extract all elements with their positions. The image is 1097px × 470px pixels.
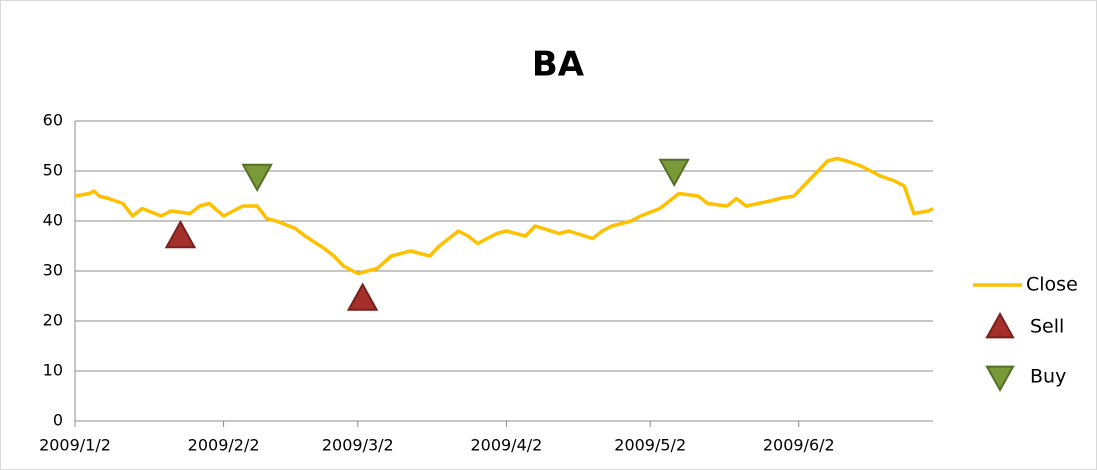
marker [164,219,197,249]
x-tick-label: 2009/2/2 [188,436,260,455]
y-tick-label: 30 [43,261,63,280]
x-tick-label: 2009/6/2 [763,436,835,455]
legend-swatch [985,365,1015,393]
marker [346,282,379,311]
marker [241,163,273,193]
marker [658,158,690,188]
legend-label: Sell [1030,316,1064,338]
x-tick-label: 2009/1/2 [39,436,111,455]
legend-label: Buy [1030,366,1066,388]
y-tick-label: 60 [43,111,63,130]
y-tick-label: 40 [43,211,63,230]
y-tick-label: 0 [53,411,63,430]
y-tick-label: 50 [43,161,63,180]
x-tick-label: 2009/3/2 [322,436,394,455]
x-tick-label: 2009/4/2 [470,436,542,455]
legend-swatch [985,311,1015,339]
y-tick-label: 10 [43,361,63,380]
legend-label: Close [1026,274,1078,296]
x-tick-label: 2009/5/2 [614,436,686,455]
close-line [74,156,934,276]
y-tick-label: 20 [43,311,63,330]
chart-title: BA [532,45,585,85]
